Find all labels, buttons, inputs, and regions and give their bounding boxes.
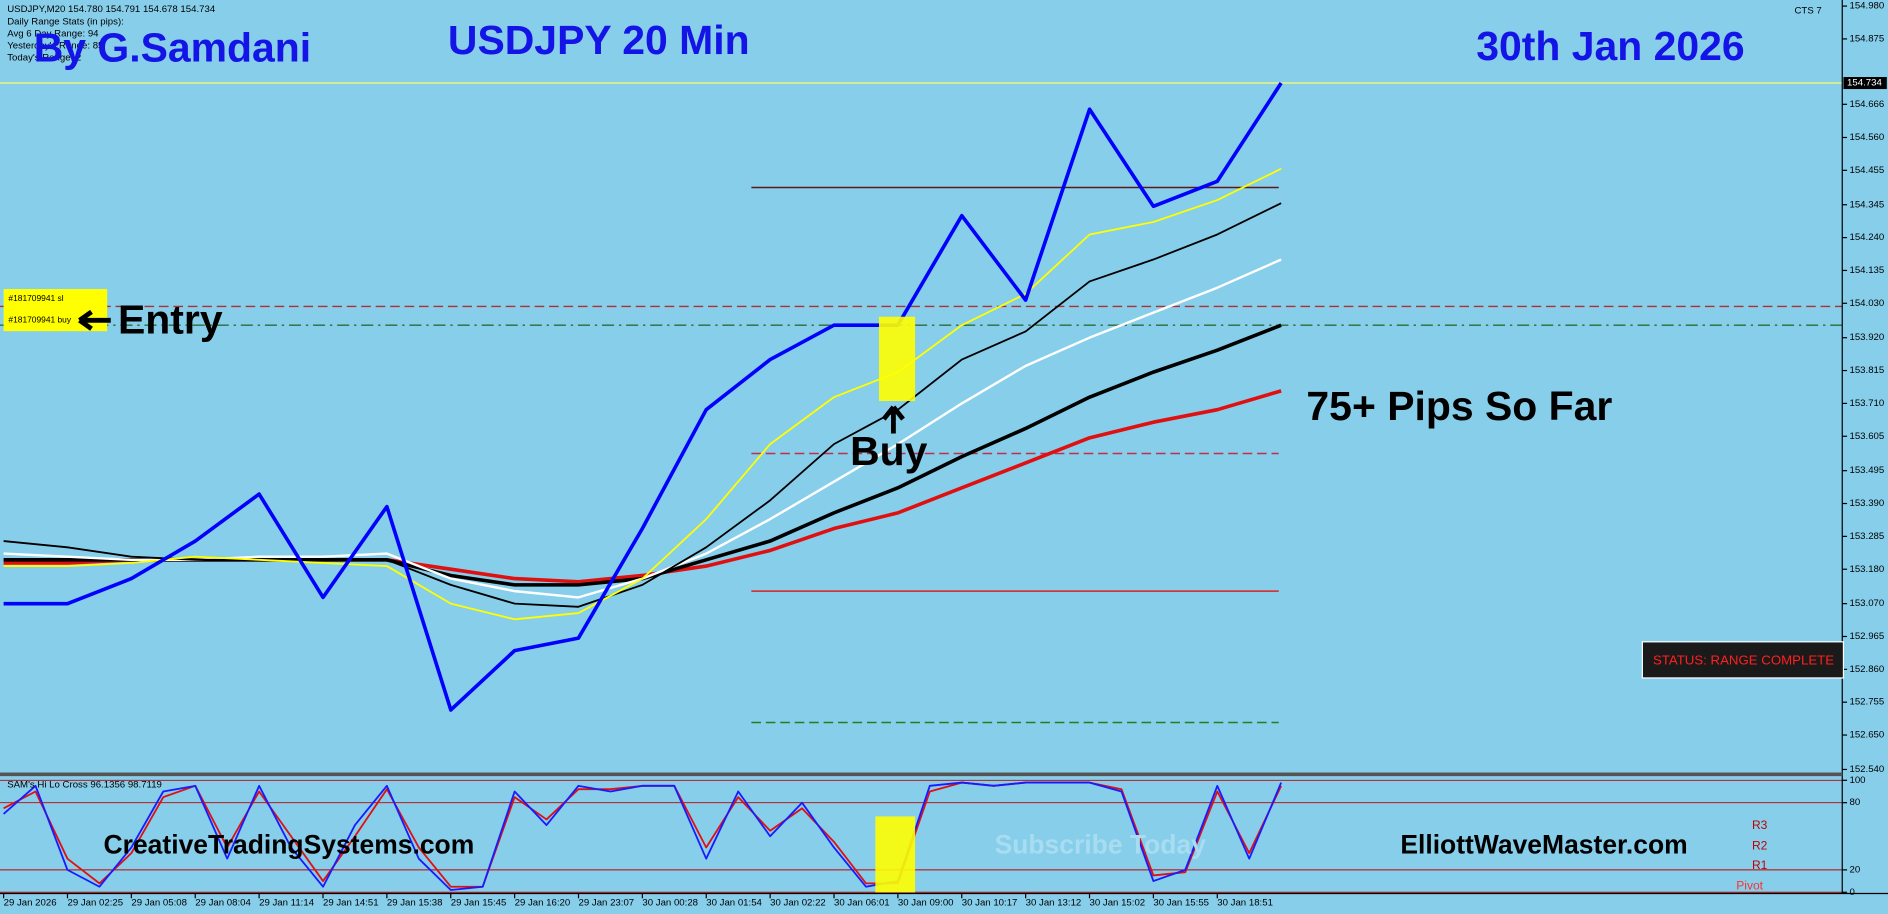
website: ElliottWaveMaster.com [1400, 830, 1687, 860]
y-tick-label: 154.455 [1849, 165, 1884, 176]
stats-line: Yesterday's Range: 85 [7, 40, 103, 51]
x-tick-label: 30 Jan 18:51 [1217, 898, 1273, 909]
y-tick-label: 80 [1849, 797, 1860, 808]
y-tick-label: 153.710 [1849, 398, 1884, 409]
author: By G.Samdani [34, 24, 311, 70]
current-price-label: 154.734 [1847, 78, 1882, 89]
y-tick-label: 152.860 [1849, 664, 1884, 675]
series-line [3, 202, 1282, 608]
y-tick-label: 0 [1849, 887, 1854, 898]
y-tick-label: 100 [1849, 775, 1865, 786]
x-tick-label: 29 Jan 14:51 [323, 898, 379, 909]
pivot-label: Pivot [1736, 878, 1763, 892]
y-tick-label: 153.285 [1849, 531, 1884, 542]
y-tick-label: 153.815 [1849, 365, 1884, 376]
y-tick-label: 154.030 [1849, 298, 1884, 309]
website: CreativeTradingSystems.com [104, 830, 475, 860]
y-tick-label: 154.980 [1849, 1, 1884, 12]
y-tick-label: 154.135 [1849, 265, 1884, 276]
y-tick-label: 153.180 [1849, 564, 1884, 575]
x-tick-label: 30 Jan 02:22 [770, 898, 826, 909]
oscillator-title: SAM's Hi Lo Cross 96.1356 98.7119 [7, 780, 162, 791]
series-line [3, 82, 1283, 712]
x-tick-label: 30 Jan 01:54 [706, 898, 762, 909]
y-tick-label: 152.540 [1849, 764, 1884, 775]
x-tick-label: 29 Jan 05:08 [131, 898, 187, 909]
y-tick-label: 152.755 [1849, 697, 1884, 708]
stats-line: Today's Range: 2 [7, 52, 81, 63]
y-tick-label: 153.495 [1849, 465, 1884, 476]
x-tick-label: 29 Jan 16:20 [515, 898, 571, 909]
y-tick-label: 154.560 [1849, 132, 1884, 143]
buy-label: Buy [850, 428, 928, 474]
y-tick-label: 153.605 [1849, 431, 1884, 442]
series-line [3, 781, 1282, 891]
x-tick-label: 30 Jan 13:12 [1026, 898, 1082, 909]
y-tick-label: 153.920 [1849, 332, 1884, 343]
x-tick-label: 30 Jan 15:02 [1090, 898, 1146, 909]
x-tick-label: 29 Jan 02:25 [67, 898, 123, 909]
chart-title: USDJPY 20 Min [448, 17, 750, 63]
buy-highlight [878, 316, 916, 402]
status: STATUS: RANGE COMPLETE [1653, 653, 1834, 668]
stats-line: Avg 6 Day Range: 94 [7, 28, 99, 39]
indicator-label: CTS 7 [1794, 5, 1821, 16]
order-label: #181709941 buy [8, 315, 71, 325]
oscillator-highlight [875, 816, 916, 893]
y-tick-label: 154.240 [1849, 232, 1884, 243]
y-tick-label: 153.070 [1849, 598, 1884, 609]
y-tick-label: 20 [1849, 864, 1860, 875]
pips-label: 75+ Pips So Far [1306, 383, 1612, 429]
y-tick-label: 154.345 [1849, 199, 1884, 210]
x-tick-label: 29 Jan 11:14 [259, 898, 315, 909]
y-tick-label: 152.965 [1849, 631, 1884, 642]
entry-label: Entry [118, 297, 223, 343]
watermark: Subscribe Today [995, 830, 1207, 860]
pivot-label: R2 [1752, 839, 1768, 853]
x-tick-label: 29 Jan 2026 [4, 898, 57, 909]
x-tick-label: 30 Jan 15:55 [1153, 898, 1209, 909]
current-price-box [1843, 77, 1887, 90]
x-tick-label: 30 Jan 06:01 [834, 898, 890, 909]
series-line [3, 167, 1282, 621]
order-label: #181709941 sl [8, 293, 63, 303]
y-tick-label: 154.875 [1849, 33, 1884, 44]
y-tick-label: 154.666 [1849, 99, 1884, 110]
x-tick-label: 29 Jan 08:04 [195, 898, 251, 909]
x-tick-label: 29 Jan 23:07 [579, 898, 635, 909]
x-tick-label: 29 Jan 15:38 [387, 898, 443, 909]
x-tick-label: 30 Jan 10:17 [962, 898, 1018, 909]
date: 30th Jan 2026 [1476, 23, 1744, 69]
x-tick-label: 29 Jan 15:45 [451, 898, 507, 909]
status-box [1641, 641, 1845, 679]
y-tick-label: 153.390 [1849, 498, 1884, 509]
pivot-label: R1 [1752, 858, 1768, 872]
symbol-info: USDJPY,M20 154.780 154.791 154.678 154.7… [7, 4, 216, 15]
buy-arrow [881, 405, 905, 434]
y-tick-label: 152.650 [1849, 730, 1884, 741]
x-tick-label: 30 Jan 00:28 [642, 898, 698, 909]
pivot-label: R3 [1752, 818, 1768, 832]
entry-arrow [78, 309, 111, 331]
stats-line: Daily Range Stats (in pips): [7, 16, 124, 27]
x-tick-label: 30 Jan 09:00 [898, 898, 954, 909]
